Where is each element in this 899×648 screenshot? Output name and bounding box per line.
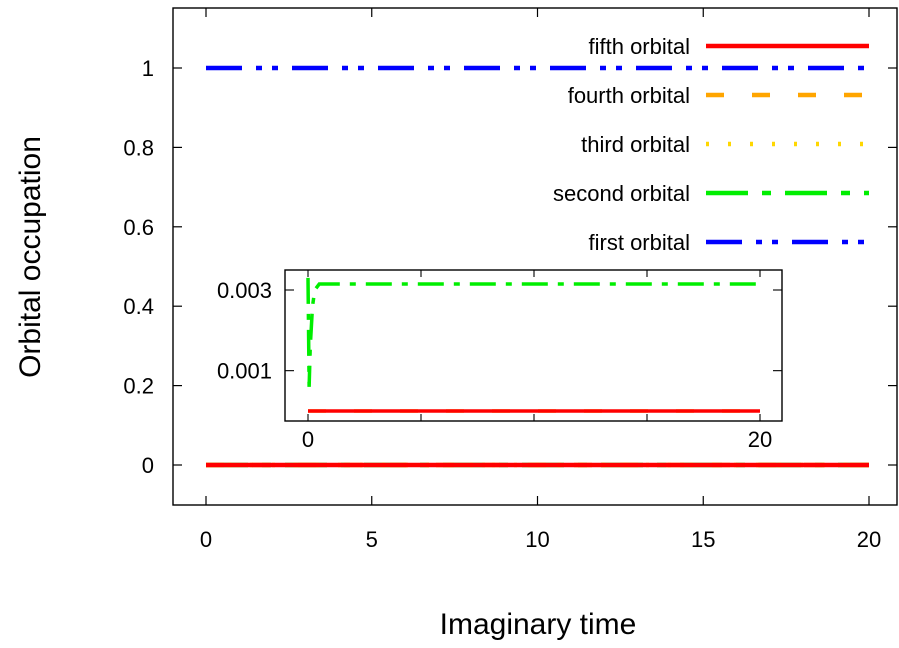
y-tick-label: 0.6 bbox=[123, 215, 154, 240]
inset-series-group bbox=[306, 277, 760, 413]
plot-frame bbox=[172, 7, 898, 506]
inset-x-tick-label: 20 bbox=[748, 427, 772, 452]
x-tick-label: 0 bbox=[200, 527, 212, 552]
legend-label: fourth orbital bbox=[568, 83, 690, 108]
x-axis-title: Imaginary time bbox=[440, 608, 637, 641]
legend-label: fifth orbital bbox=[589, 34, 691, 59]
main-plot: 0 5 10 15 20 0 0.2 0.4 0.6 0.8 1 fifth orbital fourt… bbox=[123, 7, 898, 552]
y-tick-label: 0.2 bbox=[123, 374, 154, 399]
y-axis-title: Orbital occupation bbox=[14, 136, 47, 378]
inset-x-tick-label: 0 bbox=[302, 427, 314, 452]
y-tick-label: 0.4 bbox=[123, 294, 154, 319]
x-tick-label: 15 bbox=[691, 527, 715, 552]
legend-label: first orbital bbox=[589, 230, 690, 255]
inset-y-tick-label: 0.003 bbox=[217, 278, 272, 303]
y-tick-label: 0 bbox=[142, 453, 154, 478]
x-tick-label: 10 bbox=[525, 527, 549, 552]
y-tick-label: 0.8 bbox=[123, 135, 154, 160]
inset-frame bbox=[284, 269, 783, 422]
inset-plot: 0 20 0.001 0.003 bbox=[217, 269, 783, 452]
x-tick-label: 5 bbox=[366, 527, 378, 552]
inset-series-line bbox=[306, 277, 760, 387]
y-tick-label: 1 bbox=[142, 56, 154, 81]
legend-label: third orbital bbox=[581, 132, 690, 157]
legend-label: second orbital bbox=[553, 181, 690, 206]
x-tick-label: 20 bbox=[857, 527, 881, 552]
inset-y-tick-label: 0.001 bbox=[217, 359, 272, 384]
